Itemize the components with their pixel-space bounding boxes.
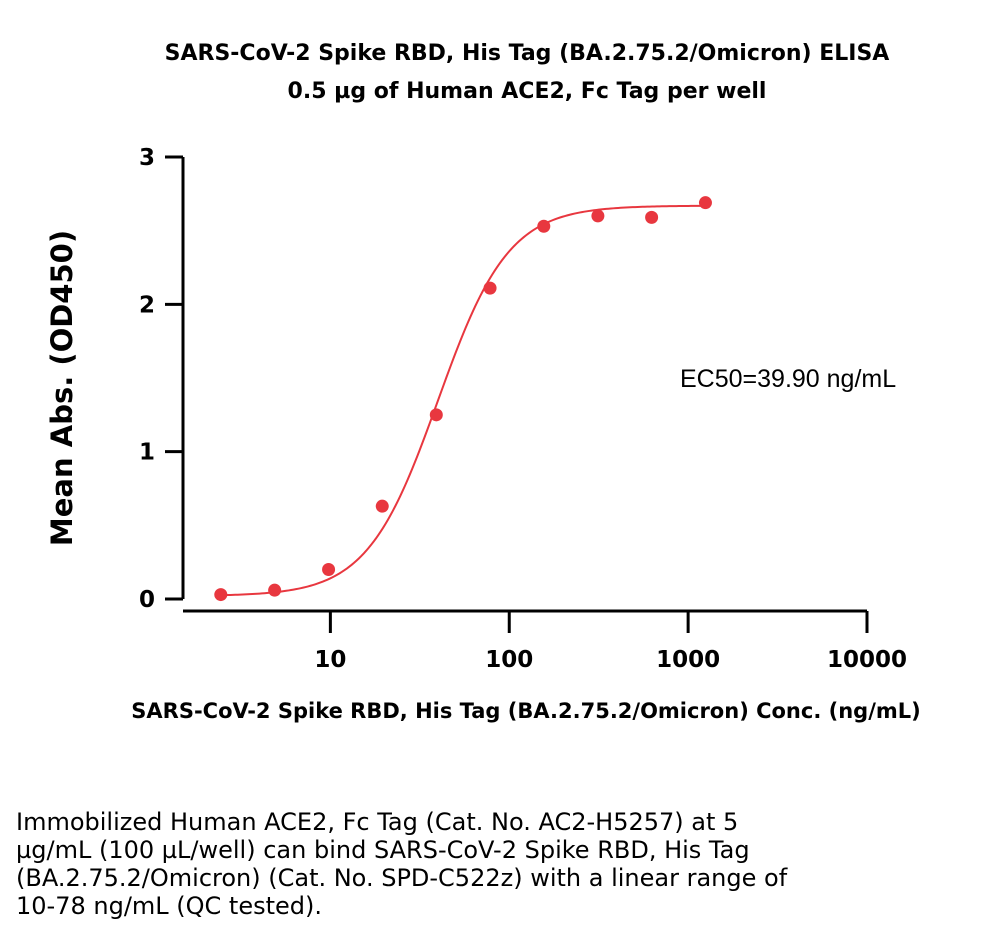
data-point xyxy=(483,281,497,295)
x-tick-label: 10000 xyxy=(827,647,907,673)
data-point xyxy=(322,563,336,577)
chart-title: SARS-CoV-2 Spike RBD, His Tag (BA.2.75.2… xyxy=(165,41,890,66)
data-point xyxy=(698,196,712,210)
data-point xyxy=(375,499,389,513)
y-axis-label: Mean Abs. (OD450) xyxy=(45,230,79,546)
elisa-chart: SARS-CoV-2 Spike RBD, His Tag (BA.2.75.2… xyxy=(45,41,921,723)
y-tick-label: 3 xyxy=(139,145,155,171)
figure-caption: Immobilized Human ACE2, Fc Tag (Cat. No.… xyxy=(16,808,788,920)
points-layer xyxy=(214,196,712,602)
ec50-annotation: EC50=39.90 ng/mL xyxy=(680,365,896,393)
y-tick-label: 1 xyxy=(139,440,155,466)
y-tick-label: 0 xyxy=(139,587,155,613)
data-point xyxy=(591,209,605,223)
chart-subtitle: 0.5 µg of Human ACE2, Fc Tag per well xyxy=(288,79,767,104)
y-tick-label: 2 xyxy=(139,292,155,318)
x-tick-label: 10 xyxy=(314,647,346,673)
x-tick-label: 100 xyxy=(485,647,533,673)
axes: 0 1 2 3 10 100 1000 10000 xyxy=(139,145,907,673)
data-point xyxy=(268,583,282,597)
data-point xyxy=(214,588,228,602)
fit-layer xyxy=(220,204,706,597)
x-axis-label: SARS-CoV-2 Spike RBD, His Tag (BA.2.75.2… xyxy=(131,699,920,723)
fit-curve xyxy=(220,204,706,597)
x-tick-label: 1000 xyxy=(656,647,720,673)
data-point xyxy=(537,219,551,233)
data-point xyxy=(429,408,443,422)
data-point xyxy=(645,210,659,224)
